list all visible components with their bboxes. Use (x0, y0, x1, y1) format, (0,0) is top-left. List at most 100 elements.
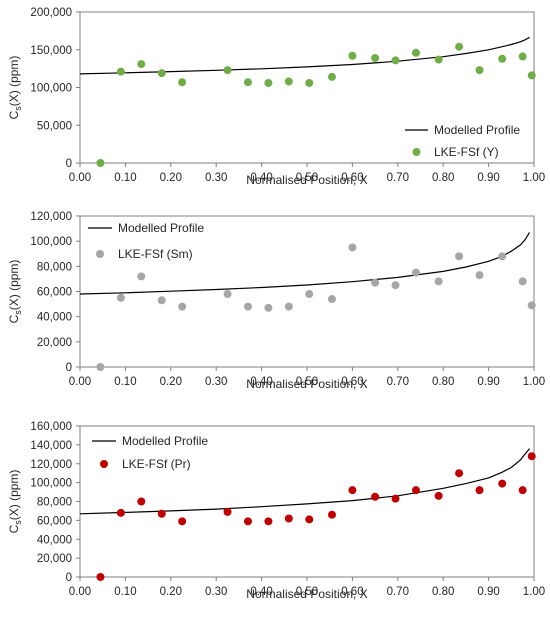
x-tick-label: 0.20 (160, 586, 182, 598)
data-point (305, 290, 314, 299)
data-point (527, 452, 536, 461)
data-point (223, 290, 232, 299)
x-tick-label: 0.50 (296, 172, 318, 184)
x-tick-label: 0.50 (296, 586, 318, 598)
legend-label-measured: LKE-FSf (Y) (434, 145, 499, 159)
y-tick-label: 0 (66, 362, 72, 374)
data-point (264, 303, 273, 312)
legend-label-modelled-profile: Modelled Profile (122, 434, 208, 448)
data-point (223, 66, 232, 75)
x-tick-label: 0.20 (160, 376, 182, 388)
data-point (411, 48, 420, 57)
x-tick-label: 0.10 (114, 376, 136, 388)
data-point (137, 272, 146, 281)
data-point (475, 66, 484, 75)
data-point (264, 517, 273, 526)
x-tick-label: 0.00 (69, 172, 91, 184)
data-point (157, 509, 166, 518)
modelled-profile-line (79, 232, 531, 295)
y-tick-label: 60,000 (37, 287, 72, 299)
chart-panel-3: 0.00 0.10 0.20 0.30 0.40 0.50 0.60 0.70 0.80 0.90… (7, 421, 545, 601)
modelled-profile-line (79, 36, 530, 75)
data-point (371, 278, 380, 287)
x-tick-label: 0.30 (205, 586, 227, 598)
x-tick-label: 0.70 (387, 586, 409, 598)
y-axis-title-rest: (X) (ppm) (7, 260, 21, 311)
y-tick-label: 120,000 (30, 459, 72, 471)
y-tick-label: 80,000 (37, 261, 72, 273)
data-point (137, 497, 146, 506)
data-point (116, 508, 125, 517)
data-point (371, 54, 380, 63)
y-tick-label: 50,000 (37, 120, 72, 132)
legend-point-swatch (412, 148, 421, 156)
data-point (455, 252, 464, 261)
data-point (243, 517, 252, 526)
x-tick-label: 0.80 (432, 172, 454, 184)
data-point (434, 55, 443, 64)
y-axis-title-main: C (7, 314, 21, 323)
data-point (284, 514, 293, 523)
data-point (475, 486, 484, 495)
x-tick-label: 0.70 (387, 376, 409, 388)
x-tick-label: 0.90 (477, 172, 499, 184)
y-axis-title: Cs(X) (ppm) (7, 260, 23, 324)
y-tick-label: 0 (66, 158, 72, 170)
y-tick-label: 100,000 (30, 83, 72, 95)
x-axis-title: Normalised Position, X (246, 173, 367, 187)
data-point (223, 507, 232, 516)
y-tick-label: 150,000 (30, 45, 72, 57)
y-axis-title-main: C (7, 524, 21, 533)
y-tick-label: 100,000 (30, 478, 72, 490)
data-point (434, 277, 443, 286)
data-point (498, 479, 507, 488)
y-axis-title-rest: (X) (ppm) (7, 470, 21, 521)
data-point (284, 77, 293, 86)
data-point (178, 517, 187, 526)
legend-label-modelled-profile: Modelled Profile (434, 123, 520, 137)
x-tick-label: 0.40 (250, 376, 272, 388)
x-tick-label: 0.60 (341, 376, 363, 388)
data-point (327, 72, 336, 81)
x-tick-label: 0.80 (432, 376, 454, 388)
x-tick-label: 1.00 (523, 376, 545, 388)
y-tick-label: 0 (66, 572, 72, 584)
y-axis-title-subscript: s (13, 520, 23, 525)
data-point (411, 268, 420, 277)
chart-panel-2: 0.00 0.10 0.20 0.30 0.40 0.50 0.60 0.70 0.80 0.90… (7, 211, 545, 391)
data-point (116, 67, 125, 76)
x-tick-label: 0.80 (432, 586, 454, 598)
data-point (498, 252, 507, 261)
legend-point-swatch (96, 250, 104, 258)
legend-label-measured: LKE-FSf (Pr) (122, 457, 191, 471)
legend-label-measured: LKE-FSf (Sm) (118, 247, 193, 261)
x-tick-label: 0.60 (341, 586, 363, 598)
x-tick-label: 0.00 (69, 376, 91, 388)
y-axis-title-subscript: s (13, 106, 23, 111)
x-tick-label: 0.90 (477, 586, 499, 598)
y-tick-label: 200,000 (30, 7, 72, 19)
data-point (455, 469, 464, 478)
modelled-profile-line (79, 448, 530, 515)
y-tick-label: 40,000 (37, 534, 72, 546)
y-tick-label: 20,000 (37, 337, 72, 349)
x-tick-label: 0.90 (477, 376, 499, 388)
data-point (96, 363, 105, 371)
data-point (243, 302, 252, 311)
data-point (264, 78, 273, 87)
data-point (348, 243, 357, 252)
y-tick-label: 140,000 (30, 440, 72, 452)
y-axis-title: Cs(X) (ppm) (7, 470, 23, 534)
legend: Modelled Profile LKE-FSf (Sm) (88, 221, 204, 261)
data-point (371, 492, 380, 501)
data-point (243, 78, 252, 87)
x-axis-title: Normalised Position, X (246, 377, 367, 391)
x-tick-label: 0.70 (387, 172, 409, 184)
x-tick-label: 0.40 (250, 586, 272, 598)
data-point (348, 51, 357, 60)
data-point (137, 60, 146, 69)
data-point (391, 56, 400, 65)
x-tick-label: 0.50 (296, 376, 318, 388)
x-tick-label: 1.00 (523, 172, 545, 184)
